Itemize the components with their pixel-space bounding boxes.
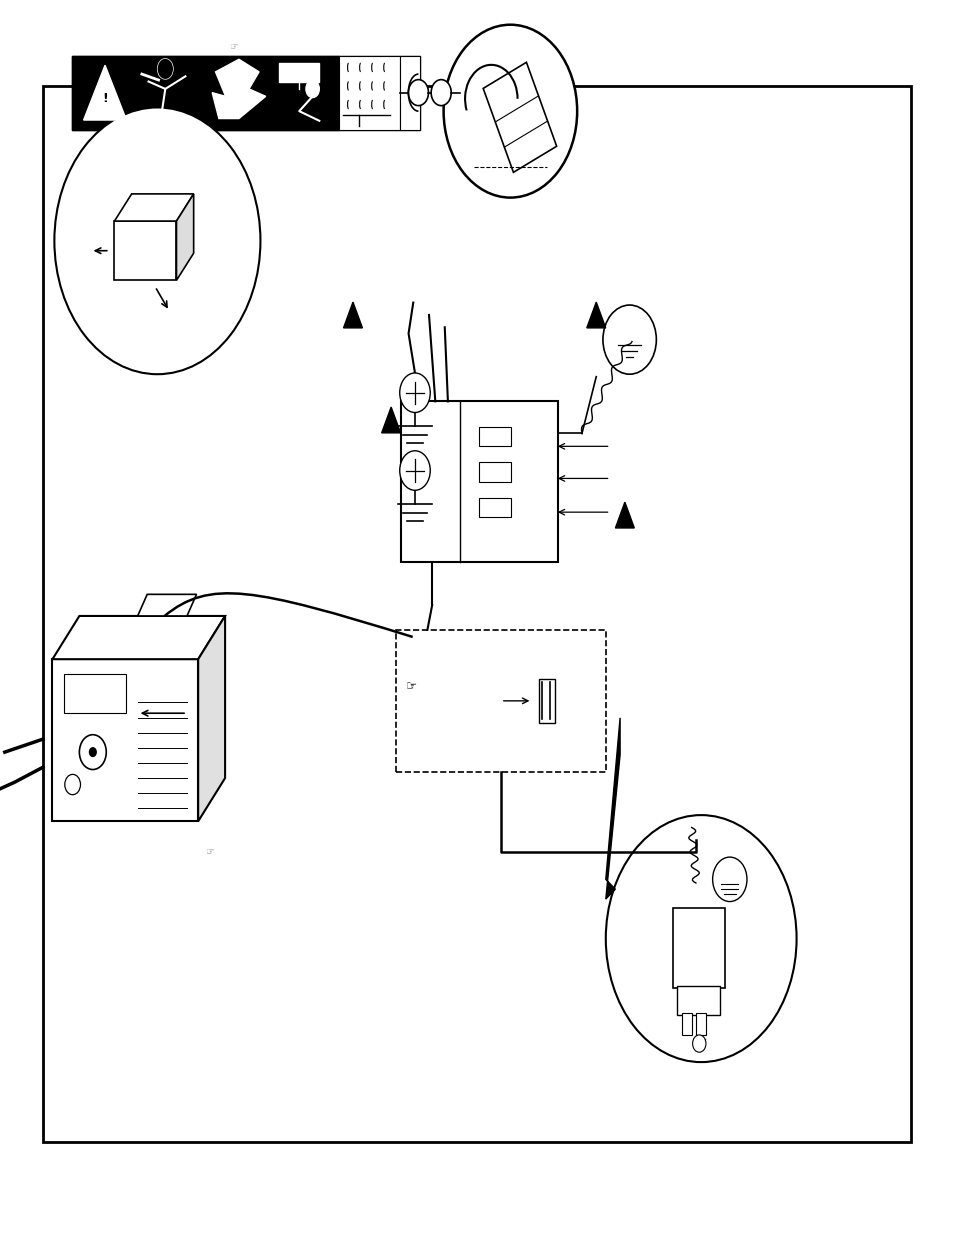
Polygon shape — [381, 408, 400, 433]
Circle shape — [692, 1035, 705, 1052]
Bar — [279, 63, 319, 82]
Circle shape — [54, 107, 260, 374]
Circle shape — [443, 25, 577, 198]
Circle shape — [65, 774, 80, 794]
Polygon shape — [605, 718, 619, 899]
Text: ☞: ☞ — [205, 847, 214, 857]
Polygon shape — [176, 194, 193, 280]
Circle shape — [431, 79, 451, 106]
Polygon shape — [482, 62, 557, 173]
Polygon shape — [52, 616, 225, 659]
Circle shape — [408, 79, 428, 106]
Polygon shape — [198, 616, 225, 821]
Bar — [71, 56, 138, 130]
Bar — [273, 56, 339, 130]
Circle shape — [399, 451, 430, 490]
Bar — [43, 86, 910, 1142]
Circle shape — [90, 747, 96, 757]
Bar — [478, 498, 511, 517]
Polygon shape — [137, 594, 196, 616]
Bar — [138, 56, 205, 130]
Polygon shape — [615, 503, 634, 529]
Bar — [672, 908, 724, 988]
Bar — [114, 221, 176, 280]
Polygon shape — [343, 303, 362, 327]
Bar — [205, 56, 273, 130]
Bar — [538, 679, 554, 724]
Bar — [400, 401, 558, 562]
Bar — [696, 1013, 705, 1035]
Text: ~: ~ — [694, 1032, 707, 1047]
Circle shape — [306, 80, 319, 98]
Text: !: ! — [102, 93, 108, 105]
Bar — [395, 630, 605, 772]
Circle shape — [712, 857, 746, 902]
Bar — [399, 56, 419, 130]
Bar — [478, 462, 511, 482]
Bar — [478, 427, 511, 446]
Circle shape — [79, 735, 106, 769]
Circle shape — [157, 58, 173, 79]
Circle shape — [399, 373, 430, 412]
Polygon shape — [84, 65, 127, 120]
Bar — [64, 674, 127, 714]
Bar — [681, 1013, 691, 1035]
Bar — [339, 56, 399, 130]
Bar — [71, 56, 419, 130]
Text: ☞: ☞ — [229, 42, 238, 52]
Text: ☞: ☞ — [405, 680, 416, 693]
Polygon shape — [586, 303, 605, 327]
Polygon shape — [212, 59, 266, 119]
Circle shape — [605, 815, 796, 1062]
Bar — [52, 659, 198, 821]
Bar — [677, 986, 720, 1015]
Polygon shape — [114, 194, 193, 221]
Circle shape — [602, 305, 656, 374]
